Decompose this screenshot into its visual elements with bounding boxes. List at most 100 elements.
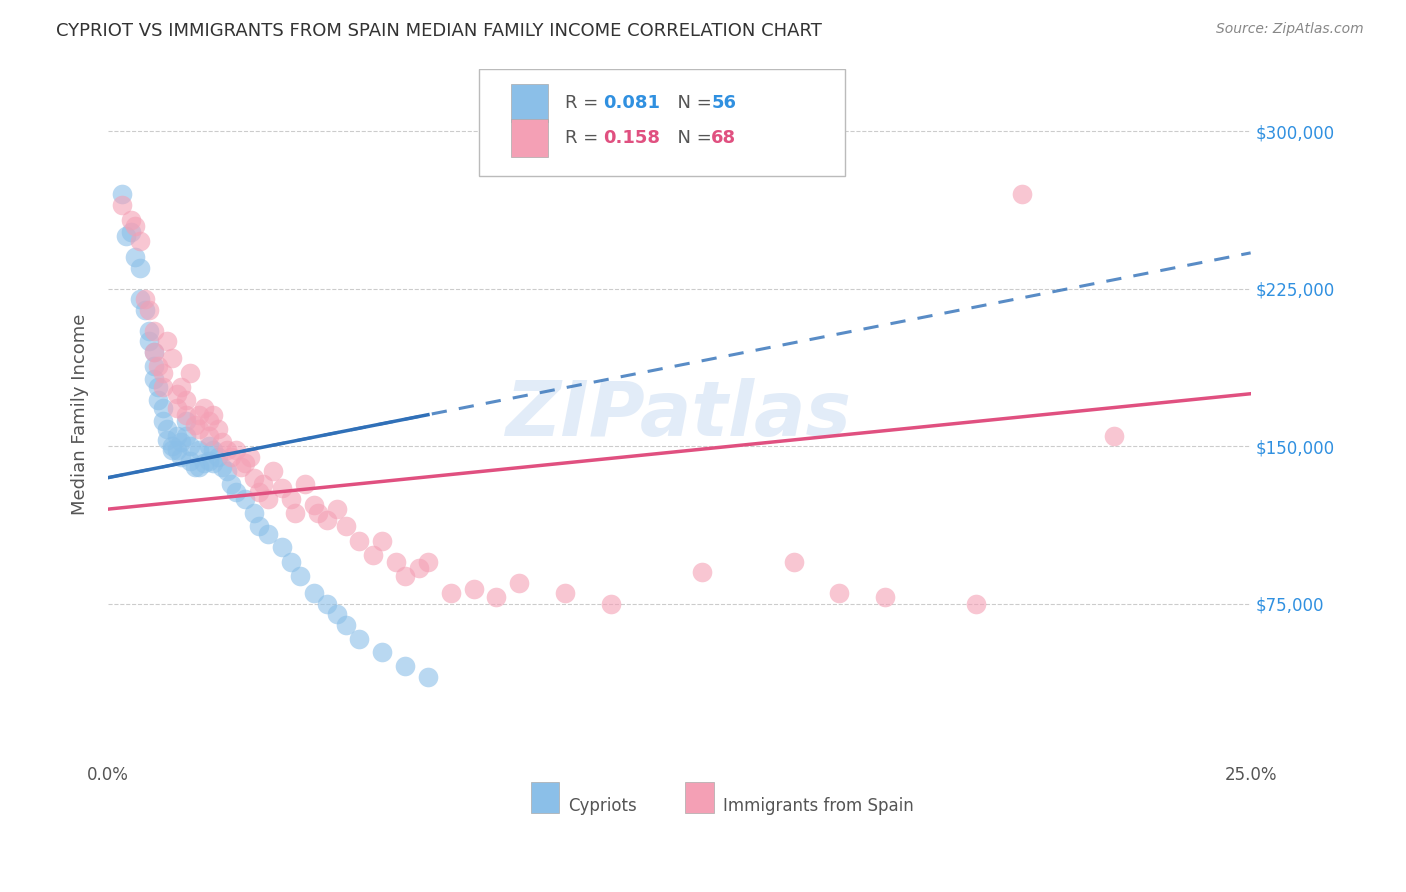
- FancyBboxPatch shape: [479, 69, 845, 176]
- Text: 0.158: 0.158: [603, 128, 659, 147]
- Point: [485, 591, 508, 605]
- Text: 56: 56: [711, 95, 737, 112]
- Text: ZIPatlas: ZIPatlas: [506, 377, 852, 451]
- Point: [782, 555, 804, 569]
- Point: [463, 582, 485, 596]
- Point: [148, 380, 170, 394]
- Text: Cypriots: Cypriots: [568, 797, 637, 815]
- Point: [262, 464, 284, 478]
- Point: [221, 477, 243, 491]
- Point: [416, 555, 439, 569]
- Point: [188, 422, 211, 436]
- Point: [257, 491, 280, 506]
- Point: [211, 460, 233, 475]
- Point: [828, 586, 851, 600]
- Point: [156, 334, 179, 349]
- Point: [211, 435, 233, 450]
- Text: R =: R =: [565, 95, 605, 112]
- Point: [124, 251, 146, 265]
- Point: [302, 498, 325, 512]
- Point: [138, 334, 160, 349]
- Point: [221, 450, 243, 464]
- Point: [599, 597, 621, 611]
- Point: [202, 456, 225, 470]
- Point: [142, 372, 165, 386]
- Point: [508, 575, 530, 590]
- Point: [215, 443, 238, 458]
- Point: [120, 225, 142, 239]
- Point: [247, 519, 270, 533]
- FancyBboxPatch shape: [512, 84, 548, 122]
- Point: [325, 502, 347, 516]
- Point: [179, 366, 201, 380]
- Point: [142, 324, 165, 338]
- Point: [111, 187, 134, 202]
- Point: [302, 586, 325, 600]
- Point: [965, 597, 987, 611]
- Point: [385, 555, 408, 569]
- Point: [202, 408, 225, 422]
- Point: [184, 460, 207, 475]
- Point: [225, 485, 247, 500]
- Point: [148, 392, 170, 407]
- Point: [873, 591, 896, 605]
- Point: [156, 433, 179, 447]
- Point: [394, 659, 416, 673]
- Point: [690, 565, 713, 579]
- Point: [166, 386, 188, 401]
- Point: [1102, 428, 1125, 442]
- Point: [179, 454, 201, 468]
- Point: [394, 569, 416, 583]
- Point: [111, 198, 134, 212]
- FancyBboxPatch shape: [531, 781, 560, 813]
- Point: [335, 617, 357, 632]
- Point: [270, 481, 292, 495]
- Point: [202, 443, 225, 458]
- Point: [361, 549, 384, 563]
- Text: CYPRIOT VS IMMIGRANTS FROM SPAIN MEDIAN FAMILY INCOME CORRELATION CHART: CYPRIOT VS IMMIGRANTS FROM SPAIN MEDIAN …: [56, 22, 823, 40]
- Point: [307, 506, 329, 520]
- Point: [197, 439, 219, 453]
- Point: [207, 450, 229, 464]
- Point: [129, 260, 152, 275]
- Point: [170, 380, 193, 394]
- Point: [197, 454, 219, 468]
- Point: [316, 597, 339, 611]
- Point: [349, 632, 371, 647]
- Point: [197, 428, 219, 442]
- Text: N =: N =: [665, 128, 717, 147]
- Point: [174, 414, 197, 428]
- Text: Immigrants from Spain: Immigrants from Spain: [723, 797, 914, 815]
- Point: [243, 506, 266, 520]
- Point: [134, 302, 156, 317]
- Point: [193, 401, 215, 416]
- Text: 68: 68: [711, 128, 737, 147]
- Point: [142, 359, 165, 374]
- Point: [160, 443, 183, 458]
- Point: [120, 212, 142, 227]
- Point: [440, 586, 463, 600]
- Point: [160, 439, 183, 453]
- Text: R =: R =: [565, 128, 605, 147]
- Point: [188, 460, 211, 475]
- Point: [280, 491, 302, 506]
- Point: [252, 477, 274, 491]
- Point: [193, 456, 215, 470]
- FancyBboxPatch shape: [512, 119, 548, 157]
- Point: [152, 380, 174, 394]
- Point: [184, 418, 207, 433]
- Point: [1011, 187, 1033, 202]
- Point: [188, 443, 211, 458]
- Point: [152, 401, 174, 416]
- Point: [325, 607, 347, 621]
- Point: [170, 435, 193, 450]
- Point: [152, 366, 174, 380]
- Point: [142, 344, 165, 359]
- Point: [280, 555, 302, 569]
- Point: [152, 414, 174, 428]
- Point: [335, 519, 357, 533]
- Point: [170, 450, 193, 464]
- Point: [233, 491, 256, 506]
- Point: [371, 645, 394, 659]
- Point: [188, 408, 211, 422]
